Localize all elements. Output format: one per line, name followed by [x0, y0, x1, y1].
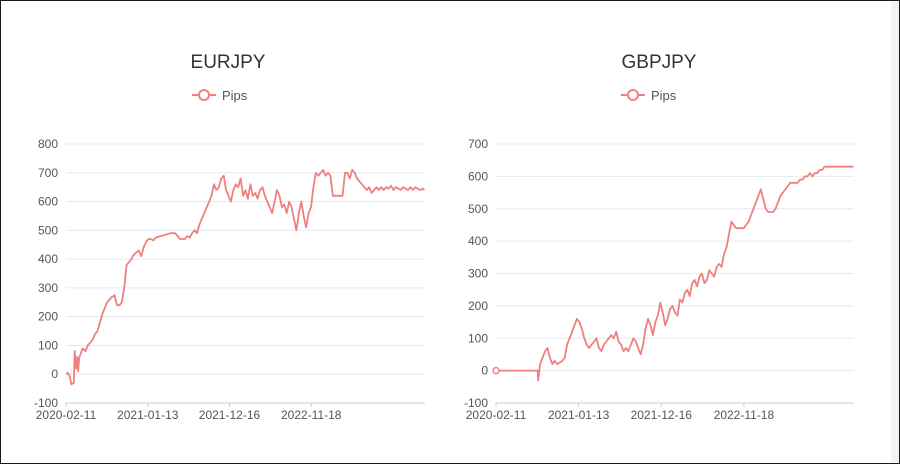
- y-tick-label: 500: [468, 202, 488, 216]
- y-tick-label: 600: [468, 169, 488, 183]
- y-tick-label: 400: [468, 234, 488, 248]
- series-line-pips[interactable]: [496, 165, 854, 382]
- chart-gbpjpy: GBPJPY Pips -100 0 100 200 300 400 500 600 700 2020…: [464, 52, 854, 422]
- y-tick-label: 200: [38, 310, 58, 324]
- x-tick-label: 2021-01-13: [117, 408, 179, 422]
- scrollbar-track[interactable]: [891, 1, 899, 463]
- y-tick-label: 0: [51, 367, 58, 381]
- legend[interactable]: Pips: [621, 88, 677, 103]
- x-tick-label: 2021-12-16: [199, 408, 261, 422]
- y-tick-label: 100: [468, 331, 488, 345]
- x-tick-label: 2020-02-11: [36, 408, 97, 422]
- y-tick-label: 400: [38, 252, 58, 266]
- y-tick-label: 700: [38, 166, 58, 180]
- x-tick-label: 2021-12-16: [631, 408, 693, 422]
- x-tick-label: 2021-01-13: [548, 408, 610, 422]
- chart-title: EURJPY: [191, 52, 266, 73]
- legend-label: Pips: [222, 88, 248, 103]
- y-tick-label: 500: [38, 223, 58, 237]
- y-tick-label: 700: [468, 137, 488, 151]
- series-line-pips[interactable]: [65, 168, 426, 386]
- legend-label: Pips: [651, 88, 677, 103]
- legend[interactable]: Pips: [192, 88, 248, 103]
- y-tick-label: 300: [38, 281, 58, 295]
- legend-marker-icon: [198, 89, 210, 101]
- y-tick-label: 200: [468, 299, 488, 313]
- chart-title: GBPJPY: [622, 52, 697, 73]
- y-tick-label: 800: [38, 137, 58, 151]
- x-tick-label: 2022-11-18: [714, 408, 775, 422]
- series-start-point: [492, 366, 500, 375]
- legend-marker-icon: [627, 89, 639, 101]
- y-tick-label: -100: [464, 396, 488, 410]
- y-tick-label: 300: [468, 267, 488, 281]
- chart-eurjpy: EURJPY Pips -100 0 100 200 300 400 500 600 700 800 2…: [34, 52, 426, 422]
- x-tick-label: 2020-02-11: [466, 408, 527, 422]
- y-tick-label: 600: [38, 195, 58, 209]
- y-tick-label: 0: [481, 364, 488, 378]
- x-tick-label: 2022-11-18: [281, 408, 342, 422]
- y-tick-label: -100: [34, 396, 58, 410]
- y-tick-label: 100: [38, 338, 58, 352]
